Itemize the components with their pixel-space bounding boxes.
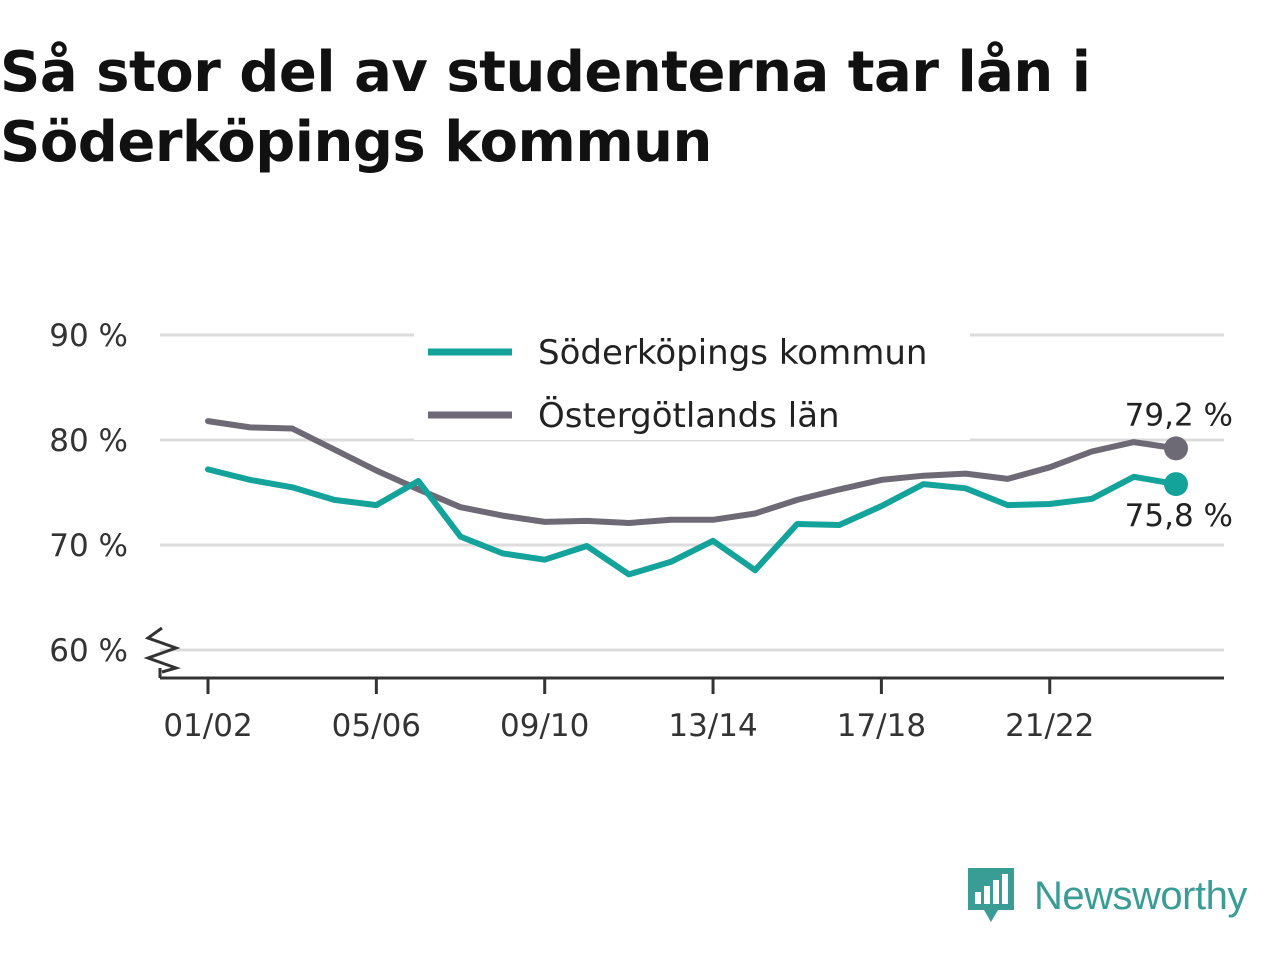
end-value-label: 75,8 %: [1125, 498, 1233, 534]
x-axis: 01/02 05/06 09/10 13/14 17/18 21/22: [143, 626, 1224, 744]
series-line: [205, 466, 1179, 578]
y-tick-label: 90 %: [49, 318, 128, 354]
end-labels: 75,8 % 79,2 %: [1125, 397, 1233, 534]
chart-title: Så stor del av studenterna tar lån i Söd…: [0, 40, 1091, 175]
legend-label: Östergötlands län: [538, 395, 840, 436]
end-value-label: 79,2 %: [1125, 397, 1233, 433]
y-tick-label: 60 %: [49, 633, 128, 669]
series-lines: [205, 418, 1188, 578]
x-tick-label: 13/14: [668, 708, 757, 744]
newsworthy-logo-icon: [968, 868, 1014, 922]
legend-label: Söderköpings kommun: [538, 333, 927, 373]
axis-break-icon: [143, 626, 181, 674]
legend-background: [414, 327, 970, 440]
x-tick-label: 01/02: [163, 708, 252, 744]
y-axis: 60 % 70 % 80 % 90 %: [49, 318, 128, 669]
brand-logo: Newsworthy: [964, 864, 1247, 928]
series-line: [205, 418, 1179, 526]
series-end-point: [1164, 472, 1188, 497]
legend[interactable]: Söderköpings kommun Östergötlands län: [414, 327, 970, 440]
x-tick-label: 21/22: [1005, 708, 1094, 744]
y-tick-label: 80 %: [49, 423, 128, 459]
brand-name: Newsworthy: [1034, 873, 1247, 918]
x-tick-label: 17/18: [837, 708, 926, 744]
y-tick-label: 70 %: [49, 528, 128, 564]
x-tick-label: 09/10: [500, 708, 589, 744]
series-end-point: [1164, 436, 1188, 461]
x-tick-label: 05/06: [332, 708, 421, 744]
